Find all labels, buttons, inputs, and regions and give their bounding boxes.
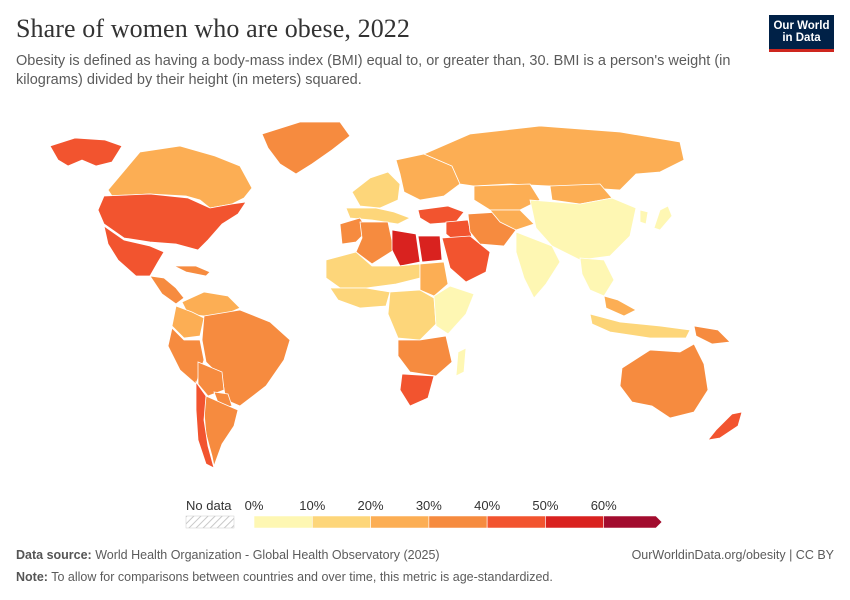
region-west-africa-coast[interactable] [329, 287, 391, 309]
region-new-zealand[interactable] [707, 411, 743, 441]
region-chile[interactable] [195, 380, 215, 469]
region-southern-europe[interactable] [345, 207, 411, 225]
region-argentina[interactable] [203, 395, 239, 468]
region-east-africa[interactable] [433, 285, 475, 335]
region-malaysia[interactable] [603, 295, 637, 317]
region-madagascar[interactable] [455, 347, 467, 377]
legend-bin-10-20[interactable] [311, 515, 371, 529]
region-algeria[interactable] [355, 221, 395, 265]
legend-tick-label: 50% [532, 498, 558, 513]
world-map [49, 121, 743, 469]
region-alaska[interactable] [49, 137, 123, 167]
logo-line-2: in Data [782, 32, 821, 44]
source-url-link[interactable]: OurWorldinData.org/obesity [631, 548, 786, 562]
region-japan[interactable] [653, 205, 673, 231]
region-brazil[interactable] [201, 309, 291, 407]
region-egypt[interactable] [417, 235, 443, 263]
footer-links: OurWorldinData.org/obesity | CC BY [632, 548, 834, 562]
legend-bin-40-50[interactable] [486, 515, 546, 529]
region-western-europe[interactable] [351, 171, 401, 209]
region-sudan[interactable] [419, 261, 449, 297]
license-link[interactable]: CC BY [795, 548, 834, 562]
data-source-text: World Health Organization - Global Healt… [95, 548, 440, 562]
region-united-states[interactable] [97, 193, 247, 251]
region-china[interactable] [529, 197, 637, 261]
region-caribbean[interactable] [173, 265, 211, 277]
legend-bin-50-60[interactable] [545, 515, 605, 529]
legend-bin-30-40[interactable] [428, 515, 488, 529]
region-russia[interactable] [422, 125, 685, 191]
legend-no-data-swatch [185, 515, 235, 529]
data-source: Data source: World Health Organization -… [16, 548, 440, 562]
region-mexico[interactable] [103, 225, 165, 277]
legend-no-data-label: No data [186, 498, 232, 513]
region-southern-africa[interactable] [397, 335, 453, 377]
region-central-america[interactable] [149, 275, 185, 305]
region-indonesia[interactable] [589, 313, 691, 339]
region-southeast-asia[interactable] [579, 257, 615, 297]
footer-separator: | [785, 548, 796, 562]
region-central-asia[interactable] [489, 209, 535, 231]
region-south-africa[interactable] [399, 373, 435, 407]
legend-bins [253, 515, 663, 529]
legend-bin-60-70[interactable] [603, 515, 663, 529]
region-greenland[interactable] [261, 121, 351, 175]
legend-tick-label: 30% [416, 498, 442, 513]
region-kazakhstan[interactable] [473, 183, 541, 211]
legend-bin-20-30[interactable] [370, 515, 430, 529]
legend-bin-0-10[interactable] [253, 515, 313, 529]
data-source-label: Data source: [16, 548, 92, 562]
region-korea[interactable] [639, 209, 649, 225]
region-australia[interactable] [619, 343, 709, 419]
chart-note: Note: To allow for comparisons between c… [16, 570, 553, 584]
legend-tick-label: 40% [474, 498, 500, 513]
color-legend: No data 0% 10% 20% 30% 40% 50% 60% [185, 498, 663, 529]
note-text: To allow for comparisons between countri… [51, 570, 553, 584]
legend-tick-label: 0% [245, 498, 264, 513]
owid-logo[interactable]: Our World in Data [769, 15, 834, 52]
region-india[interactable] [515, 231, 561, 299]
region-central-africa[interactable] [387, 289, 437, 341]
region-saudi-arabia[interactable] [441, 235, 491, 283]
logo-line-1: Our World [773, 20, 830, 32]
legend-tick-label: 20% [358, 498, 384, 513]
chart-title: Share of women who are obese, 2022 [16, 14, 411, 43]
legend-tick-label: 10% [299, 498, 325, 513]
region-papua-new-guinea[interactable] [693, 325, 731, 345]
legend-ticks: 0% 10% 20% 30% 40% 50% 60% [245, 498, 618, 513]
region-libya[interactable] [391, 229, 421, 267]
note-label: Note: [16, 570, 48, 584]
chart-subtitle: Obesity is defined as having a body-mass… [16, 53, 731, 88]
region-colombia[interactable] [171, 305, 205, 339]
legend-tick-label: 60% [591, 498, 617, 513]
